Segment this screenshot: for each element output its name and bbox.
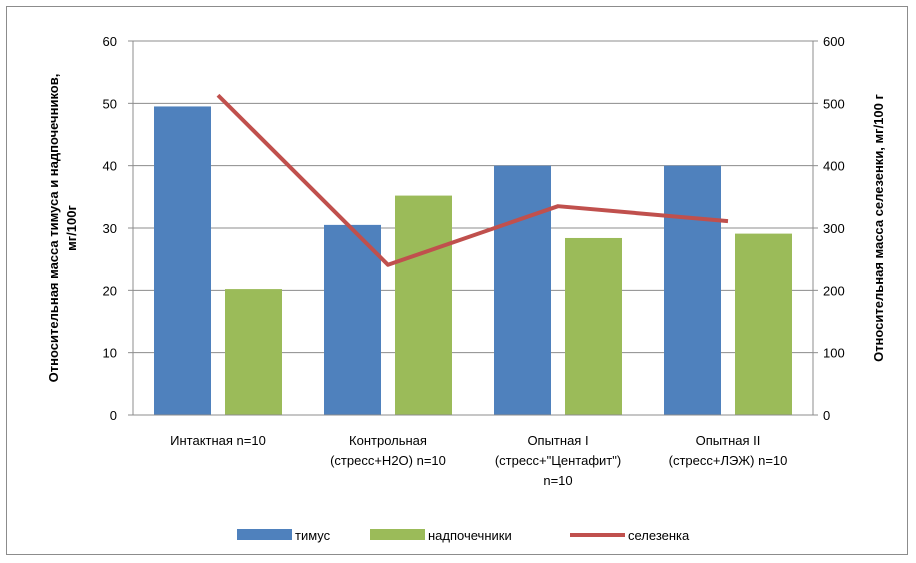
legend-label: селезенка bbox=[628, 528, 690, 543]
legend-swatch-тимус bbox=[237, 529, 292, 540]
y-tick-label: 40 bbox=[103, 159, 117, 174]
bar-надпочечники bbox=[735, 233, 792, 415]
y2-tick-label: 400 bbox=[823, 159, 845, 174]
legend-label: тимус bbox=[295, 528, 331, 543]
y-tick-label: 10 bbox=[103, 346, 117, 361]
x-category-label: Контрольная bbox=[349, 433, 427, 448]
bar-надпочечники bbox=[225, 289, 282, 415]
y-tick-label: 20 bbox=[103, 283, 117, 298]
legend-swatch-надпочечники bbox=[370, 529, 425, 540]
x-category-label: Опытная II bbox=[696, 433, 761, 448]
y2-tick-label: 600 bbox=[823, 34, 845, 49]
bar-тимус bbox=[664, 165, 721, 415]
bar-тимус bbox=[494, 165, 551, 415]
x-category-label: (стресс+ЛЭЖ) n=10 bbox=[669, 453, 788, 468]
y-axis-title: мг/100г bbox=[64, 205, 79, 251]
y2-tick-label: 200 bbox=[823, 283, 845, 298]
x-category-label: n=10 bbox=[543, 473, 572, 488]
x-category-label: Интактная n=10 bbox=[170, 433, 266, 448]
bar-надпочечники bbox=[395, 195, 452, 415]
bar-тимус bbox=[324, 224, 381, 415]
y2-tick-label: 300 bbox=[823, 221, 845, 236]
y2-axis-title: Относительная масса селезенки, мг/100 г bbox=[871, 94, 886, 362]
x-category-label: (стресс+"Центафит") bbox=[495, 453, 621, 468]
y-tick-label: 30 bbox=[103, 221, 117, 236]
y-tick-label: 50 bbox=[103, 96, 117, 111]
y2-tick-label: 100 bbox=[823, 346, 845, 361]
y-axis-title: Относительная масса тимуса и надпочечник… bbox=[46, 74, 61, 383]
y2-tick-label: 0 bbox=[823, 408, 830, 423]
x-category-label: Опытная I bbox=[527, 433, 588, 448]
bar-тимус bbox=[154, 106, 211, 415]
y-tick-label: 60 bbox=[103, 34, 117, 49]
y-tick-label: 0 bbox=[110, 408, 117, 423]
legend-label: надпочечники bbox=[428, 528, 512, 543]
line-селезенка bbox=[216, 93, 729, 267]
bar-надпочечники bbox=[565, 237, 622, 415]
y2-tick-label: 500 bbox=[823, 96, 845, 111]
x-category-label: (стресс+Н2О) n=10 bbox=[330, 453, 446, 468]
